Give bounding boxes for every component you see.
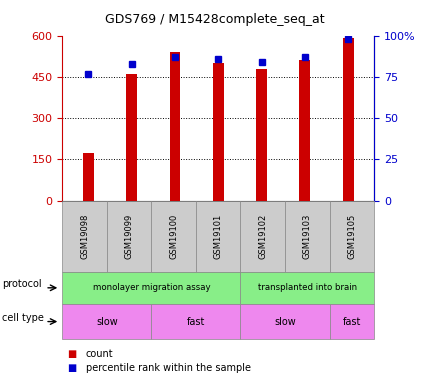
Bar (83, 153, 94, 201)
Text: fast: fast (343, 316, 361, 327)
Text: fast: fast (187, 316, 205, 327)
Text: ■: ■ (67, 350, 76, 359)
Bar (126, 74, 137, 201)
Text: cell type: cell type (2, 313, 44, 323)
Text: GSM19098: GSM19098 (80, 214, 89, 259)
Text: GSM19101: GSM19101 (214, 214, 223, 259)
Bar (299, 60, 310, 201)
Text: monolayer migration assay: monolayer migration assay (92, 284, 210, 292)
Text: percentile rank within the sample: percentile rank within the sample (86, 363, 251, 373)
Text: protocol: protocol (2, 279, 42, 289)
Text: GSM19102: GSM19102 (258, 214, 267, 259)
Text: GDS769 / M15428complete_seq_at: GDS769 / M15428complete_seq_at (105, 13, 325, 26)
Text: count: count (86, 350, 114, 359)
Text: GSM19103: GSM19103 (303, 214, 312, 259)
Text: GSM19105: GSM19105 (347, 214, 356, 259)
Text: ■: ■ (67, 363, 76, 373)
Text: slow: slow (96, 316, 118, 327)
Bar (343, 38, 353, 201)
Text: GSM19100: GSM19100 (169, 214, 178, 259)
Text: slow: slow (274, 316, 296, 327)
Bar (169, 52, 180, 201)
Bar (213, 63, 224, 201)
Text: GSM19099: GSM19099 (125, 214, 134, 259)
Text: transplanted into brain: transplanted into brain (258, 284, 357, 292)
Bar (256, 69, 267, 201)
